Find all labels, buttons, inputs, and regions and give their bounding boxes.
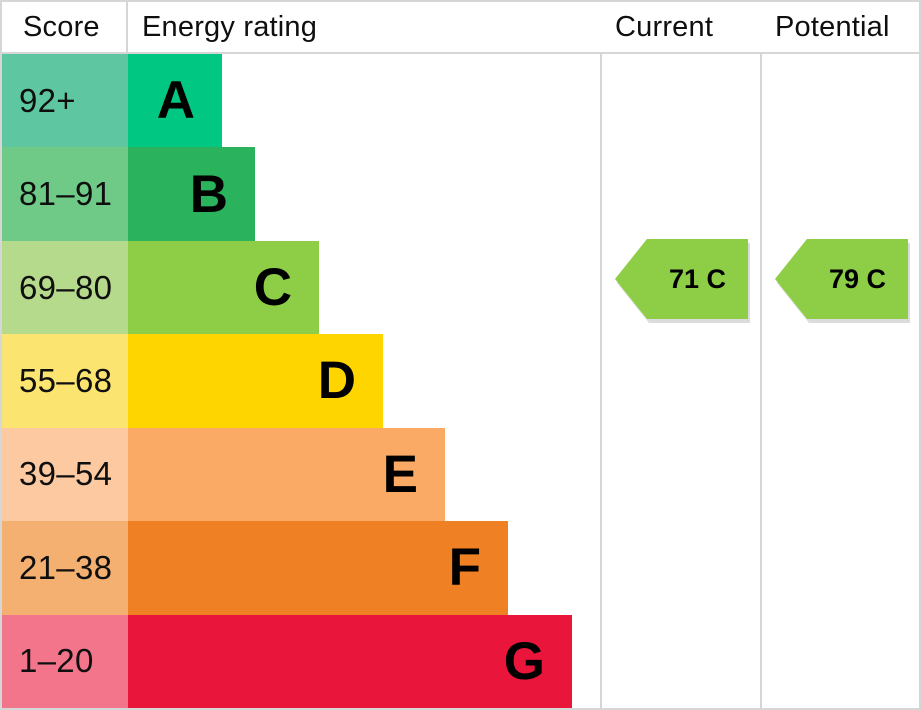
score-range-g: 1–20 bbox=[2, 614, 128, 708]
score-range-d: 55–68 bbox=[2, 334, 128, 428]
column-divider-current bbox=[600, 52, 602, 708]
left-arrow-icon bbox=[615, 239, 750, 323]
potential-rating-value: 79 C bbox=[828, 263, 887, 294]
band-row-f: 21–38 F bbox=[2, 521, 919, 615]
rating-bar-g: G bbox=[128, 614, 572, 708]
grade-letter-e: E bbox=[382, 444, 418, 504]
score-range-e: 39–54 bbox=[2, 427, 128, 522]
rating-bar-a: A bbox=[128, 54, 222, 148]
grade-letter-d: D bbox=[317, 351, 356, 411]
band-row-c: 69–80 C bbox=[2, 240, 919, 335]
grade-letter-g: G bbox=[503, 631, 545, 691]
score-range-f: 21–38 bbox=[2, 521, 128, 615]
band-row-e: 39–54 E bbox=[2, 427, 919, 522]
left-arrow-icon bbox=[775, 239, 910, 323]
rating-bar-f: F bbox=[128, 521, 508, 615]
rating-bar-d: D bbox=[128, 334, 383, 428]
score-range-c: 69–80 bbox=[2, 240, 128, 335]
band-row-a: 92+ A bbox=[2, 54, 919, 148]
band-row-b: 81–91 B bbox=[2, 147, 919, 241]
rating-bar-e: E bbox=[128, 427, 445, 522]
band-row-d: 55–68 D bbox=[2, 334, 919, 428]
column-divider-potential bbox=[760, 52, 762, 708]
grade-letter-b: B bbox=[189, 164, 228, 224]
header-energy-rating: Energy rating bbox=[142, 10, 318, 43]
header-row: Score Energy rating Current Potential bbox=[2, 2, 919, 54]
potential-rating-marker: 79 C bbox=[775, 239, 912, 323]
rating-bar-c: C bbox=[128, 240, 319, 335]
header-potential: Potential bbox=[775, 10, 890, 43]
grade-letter-a: A bbox=[156, 71, 195, 131]
header-score: Score bbox=[2, 2, 128, 52]
rating-bar-b: B bbox=[128, 147, 255, 241]
current-rating-value: 71 C bbox=[668, 263, 727, 294]
band-row-g: 1–20 G bbox=[2, 614, 919, 708]
current-rating-marker: 71 C bbox=[615, 239, 752, 323]
rating-rows: 92+ A 81–91 B 69–80 C 55–68 D 39–54 bbox=[2, 54, 919, 708]
grade-letter-f: F bbox=[448, 538, 481, 598]
header-current: Current bbox=[615, 10, 714, 43]
grade-letter-c: C bbox=[253, 258, 292, 318]
score-range-b: 81–91 bbox=[2, 147, 128, 241]
score-range-a: 92+ bbox=[2, 54, 128, 148]
